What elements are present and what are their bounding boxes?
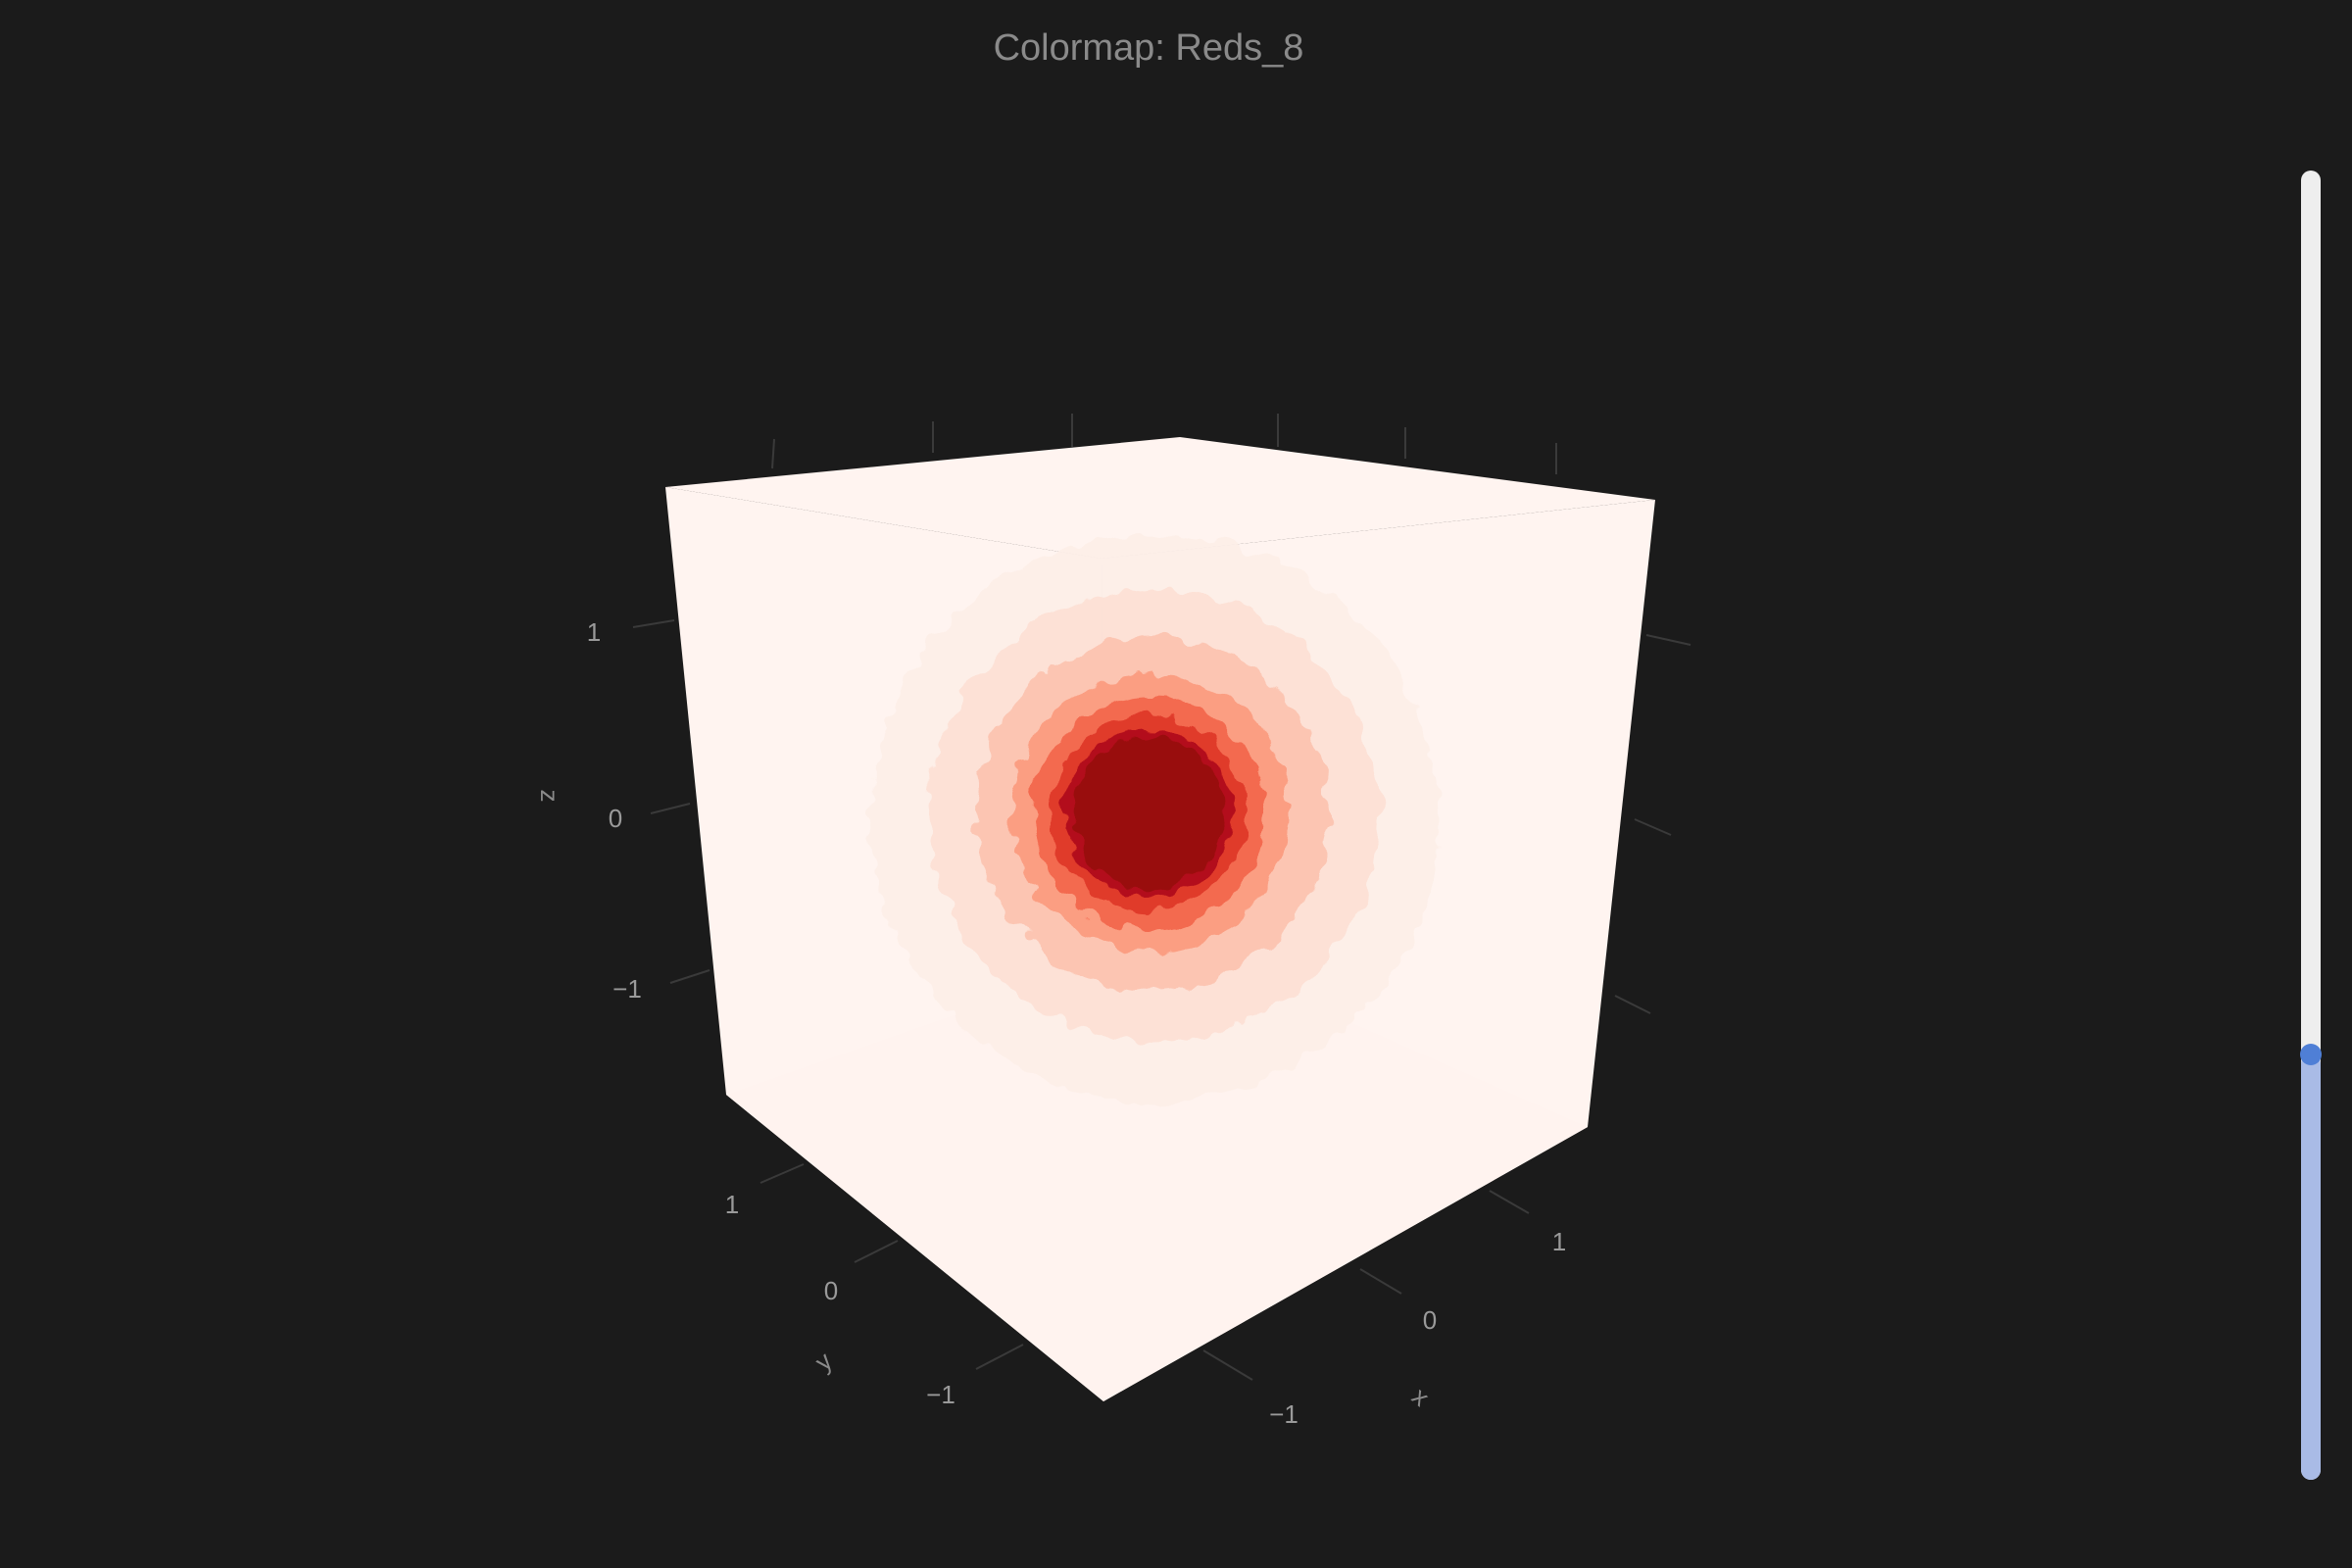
y-axis-title: y (809, 1346, 838, 1376)
slider-thumb[interactable] (2300, 1044, 2322, 1065)
opacity-slider[interactable] (2300, 171, 2322, 1480)
x-tick-label-0: 0 (1423, 1305, 1437, 1335)
cube-bottom-face (726, 941, 1588, 1401)
z-tick-label-minus-1: −1 (612, 974, 642, 1004)
slider-fill (2301, 1054, 2321, 1480)
x-tick-label-1: 1 (1552, 1227, 1566, 1256)
x-tick-label-minus-1: −1 (1269, 1399, 1298, 1429)
y-tick-label-0: 0 (824, 1276, 838, 1305)
z-axis-title: z (535, 790, 564, 803)
y-tick-label-minus-1: −1 (926, 1380, 956, 1409)
axis-grid-lines (632, 414, 1691, 1381)
volume-density-blob (870, 534, 1439, 1102)
plot-title: Colormap: Reds_8 (993, 27, 1304, 69)
y-tick-label-1: 1 (725, 1190, 739, 1219)
z-tick-label-0: 0 (609, 804, 622, 833)
z-tick-label-1: 1 (587, 617, 601, 647)
cube-top-face (665, 437, 1655, 559)
x-axis-title: x (1406, 1381, 1435, 1411)
